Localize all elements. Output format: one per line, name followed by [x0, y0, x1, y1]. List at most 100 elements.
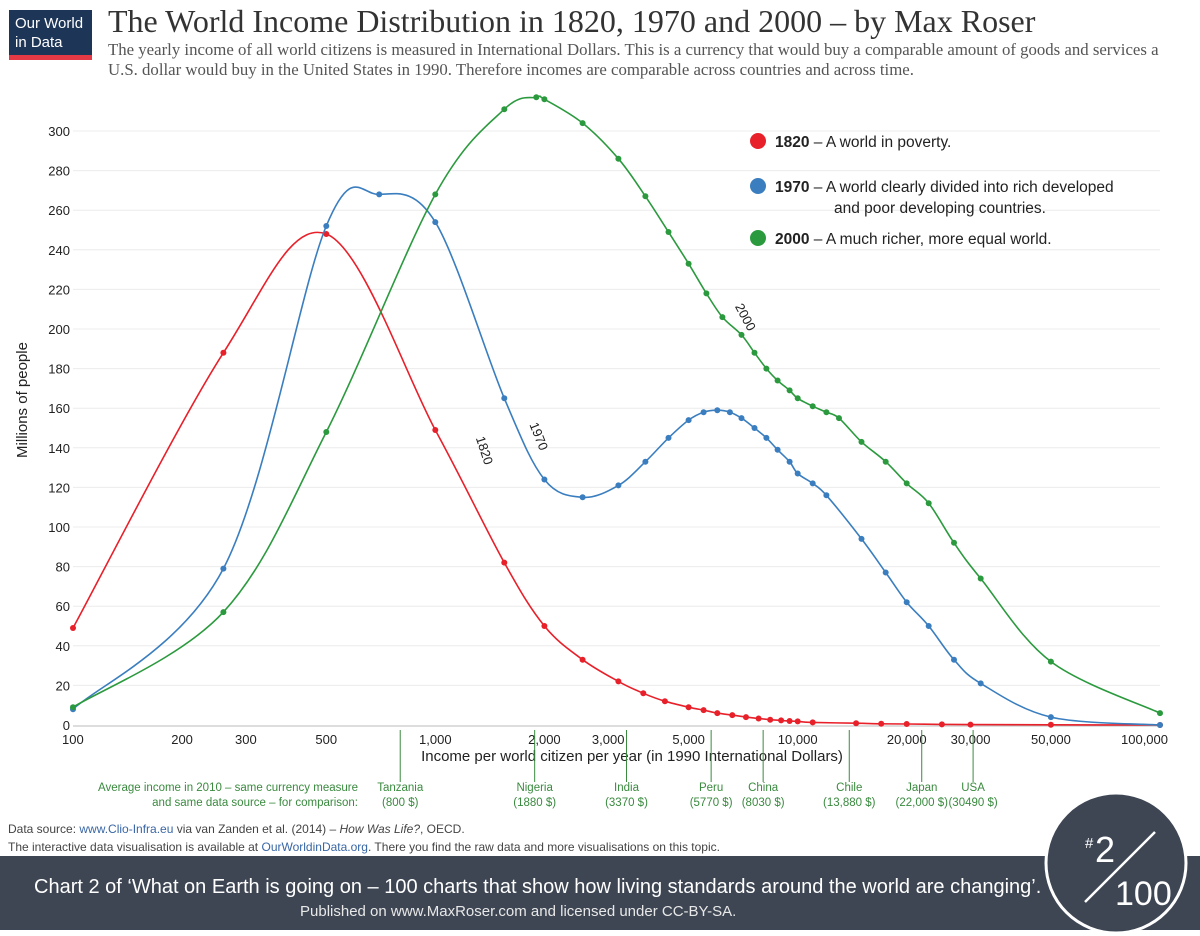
legend-entry-1970: 1970 – A world clearly divided into rich…	[775, 179, 1114, 196]
data-point-1970	[714, 407, 721, 414]
series-line-1970	[72, 186, 1161, 726]
data-point-1970	[615, 482, 622, 489]
x-tick-label: 1,000	[419, 732, 452, 747]
data-point-1970	[501, 395, 508, 402]
data-point-1820	[640, 690, 647, 697]
y-tick-label: 300	[48, 124, 70, 139]
data-point-1970	[642, 458, 649, 465]
data-point-1970	[323, 223, 330, 229]
data-point-1970	[726, 409, 733, 416]
interactive-note-line: The interactive data visualisation is av…	[8, 840, 720, 854]
comparison-country-name: Japan	[906, 782, 937, 794]
y-tick-label: 0	[63, 718, 70, 733]
data-point-2000	[809, 403, 816, 410]
data-point-1970	[977, 680, 984, 687]
data-point-1820	[938, 721, 945, 728]
logo-line-2: in Data	[15, 34, 63, 51]
x-tick-label: 200	[171, 732, 193, 747]
y-tick-label: 260	[48, 203, 70, 218]
data-point-1820	[501, 559, 508, 566]
y-tick-label: 240	[48, 243, 70, 258]
data-point-1970	[925, 623, 932, 629]
data-point-1820	[615, 678, 622, 685]
data-point-1820	[778, 717, 785, 724]
data-point-1820	[70, 625, 76, 631]
comparison-country-name: Chile	[836, 782, 862, 794]
owid-link[interactable]: OurWorldinData.org	[261, 840, 368, 854]
data-point-1820	[767, 716, 774, 723]
data-point-1970	[541, 476, 548, 483]
data-point-2000	[719, 314, 726, 321]
data-point-1820	[579, 656, 586, 663]
data-point-1970	[823, 492, 830, 499]
data-point-2000	[615, 155, 622, 162]
data-point-1820	[220, 349, 227, 356]
x-tick-label: 2,000	[528, 732, 561, 747]
data-point-2000	[501, 106, 508, 113]
data-point-2000	[220, 609, 227, 616]
data-point-1820	[794, 718, 801, 725]
comparison-country-name: Nigeria	[516, 782, 553, 794]
data-point-1820	[1047, 721, 1054, 728]
plot-area	[73, 110, 1160, 725]
y-tick-label: 80	[56, 560, 70, 575]
data-point-1970	[1047, 714, 1054, 721]
interactive-note-suffix: . There you find the raw data and more v…	[367, 840, 720, 854]
data-point-1820	[685, 704, 692, 711]
income-distribution-chart: 0 20 40 60 80 100 120 140 160 180 200 220 240 260 280 3…	[14, 94, 1168, 809]
clio-infra-link[interactable]: www.Clio-Infra.eu	[79, 822, 174, 836]
data-point-2000	[70, 704, 76, 711]
data-point-1820	[809, 719, 816, 726]
data-point-2000	[665, 229, 672, 235]
x-tick-label: 100,000	[1121, 732, 1168, 747]
data-point-1970	[1157, 722, 1163, 728]
x-tick-label: 500	[315, 732, 337, 747]
comparison-country-income: (800 $)	[382, 797, 419, 809]
data-point-1970	[774, 446, 781, 453]
legend-text-1970-cont: and poor developing countries.	[834, 200, 1046, 217]
legend-year-2000: 2000	[775, 231, 814, 248]
page-title: The World Income Distribution in 1820, 1…	[108, 3, 1036, 39]
legend: 1820 – A world in poverty. 1970 – A world…	[750, 133, 1114, 248]
data-point-2000	[774, 377, 781, 384]
data-point-2000	[751, 349, 758, 356]
data-point-2000	[432, 191, 439, 198]
data-point-1820	[729, 712, 736, 719]
data-point-1970	[376, 191, 383, 198]
data-point-1970	[685, 417, 692, 424]
footer-bar: Chart 2 of ‘What on Earth is going on – …	[0, 856, 1200, 930]
page-subtitle: The yearly income of all world citizens …	[108, 40, 1159, 79]
comparison-caption-line-2: and same data source – for comparison:	[152, 797, 358, 809]
data-point-1970	[738, 415, 745, 422]
data-point-1820	[323, 231, 330, 237]
interactive-note-prefix: The interactive data visualisation is av…	[8, 840, 262, 854]
x-tick-label: 300	[235, 732, 257, 747]
comparison-country-income: (1880 $)	[513, 797, 556, 809]
data-point-2000	[685, 260, 692, 267]
x-axis-title: Income per world citizen per year (in 19…	[421, 748, 843, 765]
data-point-1970	[220, 565, 227, 572]
data-source-prefix: Data source:	[8, 822, 80, 836]
series-1820	[70, 231, 1163, 728]
x-tick-label: 5,000	[672, 732, 705, 747]
data-point-2000	[794, 395, 801, 402]
legend-text-1820: – A world in poverty.	[814, 134, 952, 151]
y-tick-label: 180	[48, 362, 70, 377]
data-point-2000	[738, 331, 745, 338]
comparison-country-name: China	[748, 782, 779, 794]
data-point-1970	[903, 599, 910, 606]
data-point-2000	[1157, 710, 1163, 717]
comparison-country-income: (30490 $)	[948, 797, 997, 809]
legend-marker-1820	[750, 133, 766, 149]
y-tick-label: 220	[48, 282, 70, 297]
legend-text-2000: – A much richer, more equal world.	[814, 231, 1052, 248]
legend-marker-2000	[750, 230, 766, 246]
data-point-1820	[432, 427, 439, 433]
data-point-1970	[951, 656, 957, 663]
badge-number: 2	[1095, 829, 1115, 870]
y-tick-label: 200	[48, 322, 70, 337]
data-point-2000	[903, 480, 910, 487]
comparison-country-name: India	[614, 782, 640, 794]
data-point-1820	[853, 720, 860, 727]
data-source-suffix: , OECD.	[420, 822, 465, 836]
